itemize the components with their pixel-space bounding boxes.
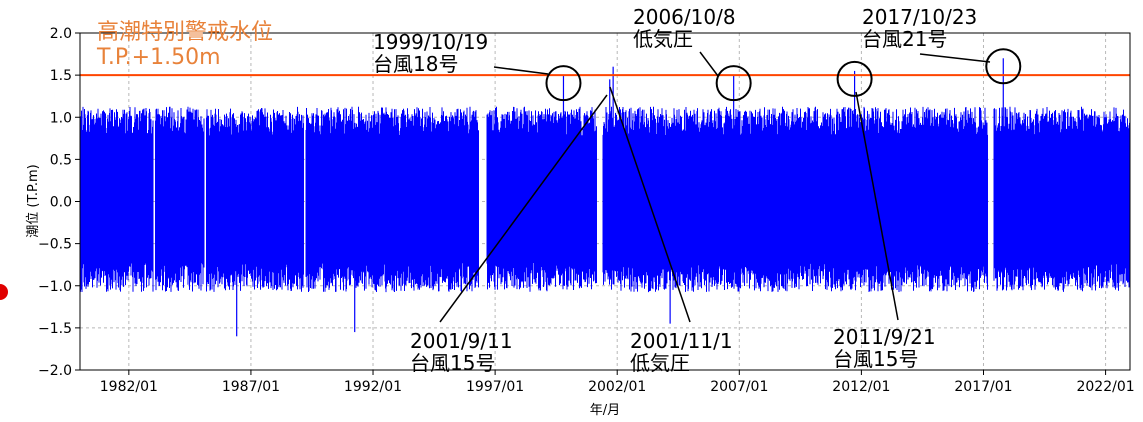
y-tick-label: −1.5	[38, 321, 72, 337]
annotation-leader	[439, 94, 608, 323]
x-axis-label: 年/月	[590, 403, 620, 418]
annotation-leader	[919, 53, 991, 63]
y-tick-label: 0.5	[50, 152, 72, 168]
y-tick-label: −1.0	[38, 279, 72, 295]
y-tick-label: 1.0	[50, 110, 72, 126]
annotation-cause: 台風18号	[373, 52, 458, 76]
annotation-date: 1999/10/19	[373, 30, 488, 54]
annotation-leader	[699, 51, 719, 77]
annotation-cause: 低気圧	[633, 27, 693, 51]
annotation-cause: 台風15号	[410, 351, 495, 375]
threshold-label-line1: 高潮特別警戒水位	[97, 20, 273, 45]
y-tick-label: −2.0	[38, 363, 72, 379]
peak-circles	[545, 48, 1022, 102]
x-tick-label: 2007/01	[710, 379, 768, 395]
annotation-date: 2011/9/21	[833, 325, 936, 349]
peak-circle	[715, 65, 752, 102]
peak-circle	[545, 65, 582, 102]
annotation-leader	[855, 91, 899, 321]
threshold-label-line2: T.P.+1.50m	[96, 45, 221, 70]
annotation-cause: 台風21号	[862, 27, 947, 51]
annotation-date: 2017/10/23	[862, 5, 977, 29]
x-tick-label: 1997/01	[466, 379, 524, 395]
x-tick-label: 2002/01	[588, 379, 646, 395]
y-tick-label: 0.0	[50, 195, 72, 211]
x-tick-label: 2022/01	[1076, 379, 1134, 395]
annotations: 1999/10/19台風18号2001/9/11台風15号2001/11/1低気…	[373, 5, 977, 375]
peak-circle	[836, 60, 873, 97]
annotation-cause: 低気圧	[630, 351, 690, 375]
x-tick-label: 2012/01	[832, 379, 890, 395]
tide-line	[79, 106, 1131, 293]
annotation-date: 2001/11/1	[630, 329, 733, 353]
y-tick-label: 1.5	[50, 68, 72, 84]
y-tick-label: 2.0	[50, 26, 72, 42]
tide-series	[79, 58, 1131, 337]
x-tick-label: 1992/01	[344, 379, 402, 395]
y-tick-label: −0.5	[38, 237, 72, 253]
annotation-leader	[493, 66, 549, 75]
x-tick-label: 1982/01	[100, 379, 158, 395]
y-axis-label: 潮位 (T.P.m)	[26, 164, 41, 237]
annotation-date: 2006/10/8	[633, 5, 736, 29]
annotation-leader	[609, 86, 691, 323]
peak-circle	[985, 48, 1022, 85]
y-axis: −2.0 −1.5 −1.0 −0.5 0.0 0.5 1.0 1.5 2.0	[38, 26, 80, 379]
edge-marker	[0, 284, 8, 300]
x-tick-label: 1987/01	[222, 379, 280, 395]
x-tick-label: 2017/01	[954, 379, 1012, 395]
x-axis: 1982/01 1987/01 1992/01 1997/01 2002/01 2007/…	[100, 370, 1135, 395]
annotation-leaders	[439, 51, 991, 323]
annotation-cause: 台風15号	[833, 347, 918, 371]
annotation-date: 2001/9/11	[410, 329, 513, 353]
